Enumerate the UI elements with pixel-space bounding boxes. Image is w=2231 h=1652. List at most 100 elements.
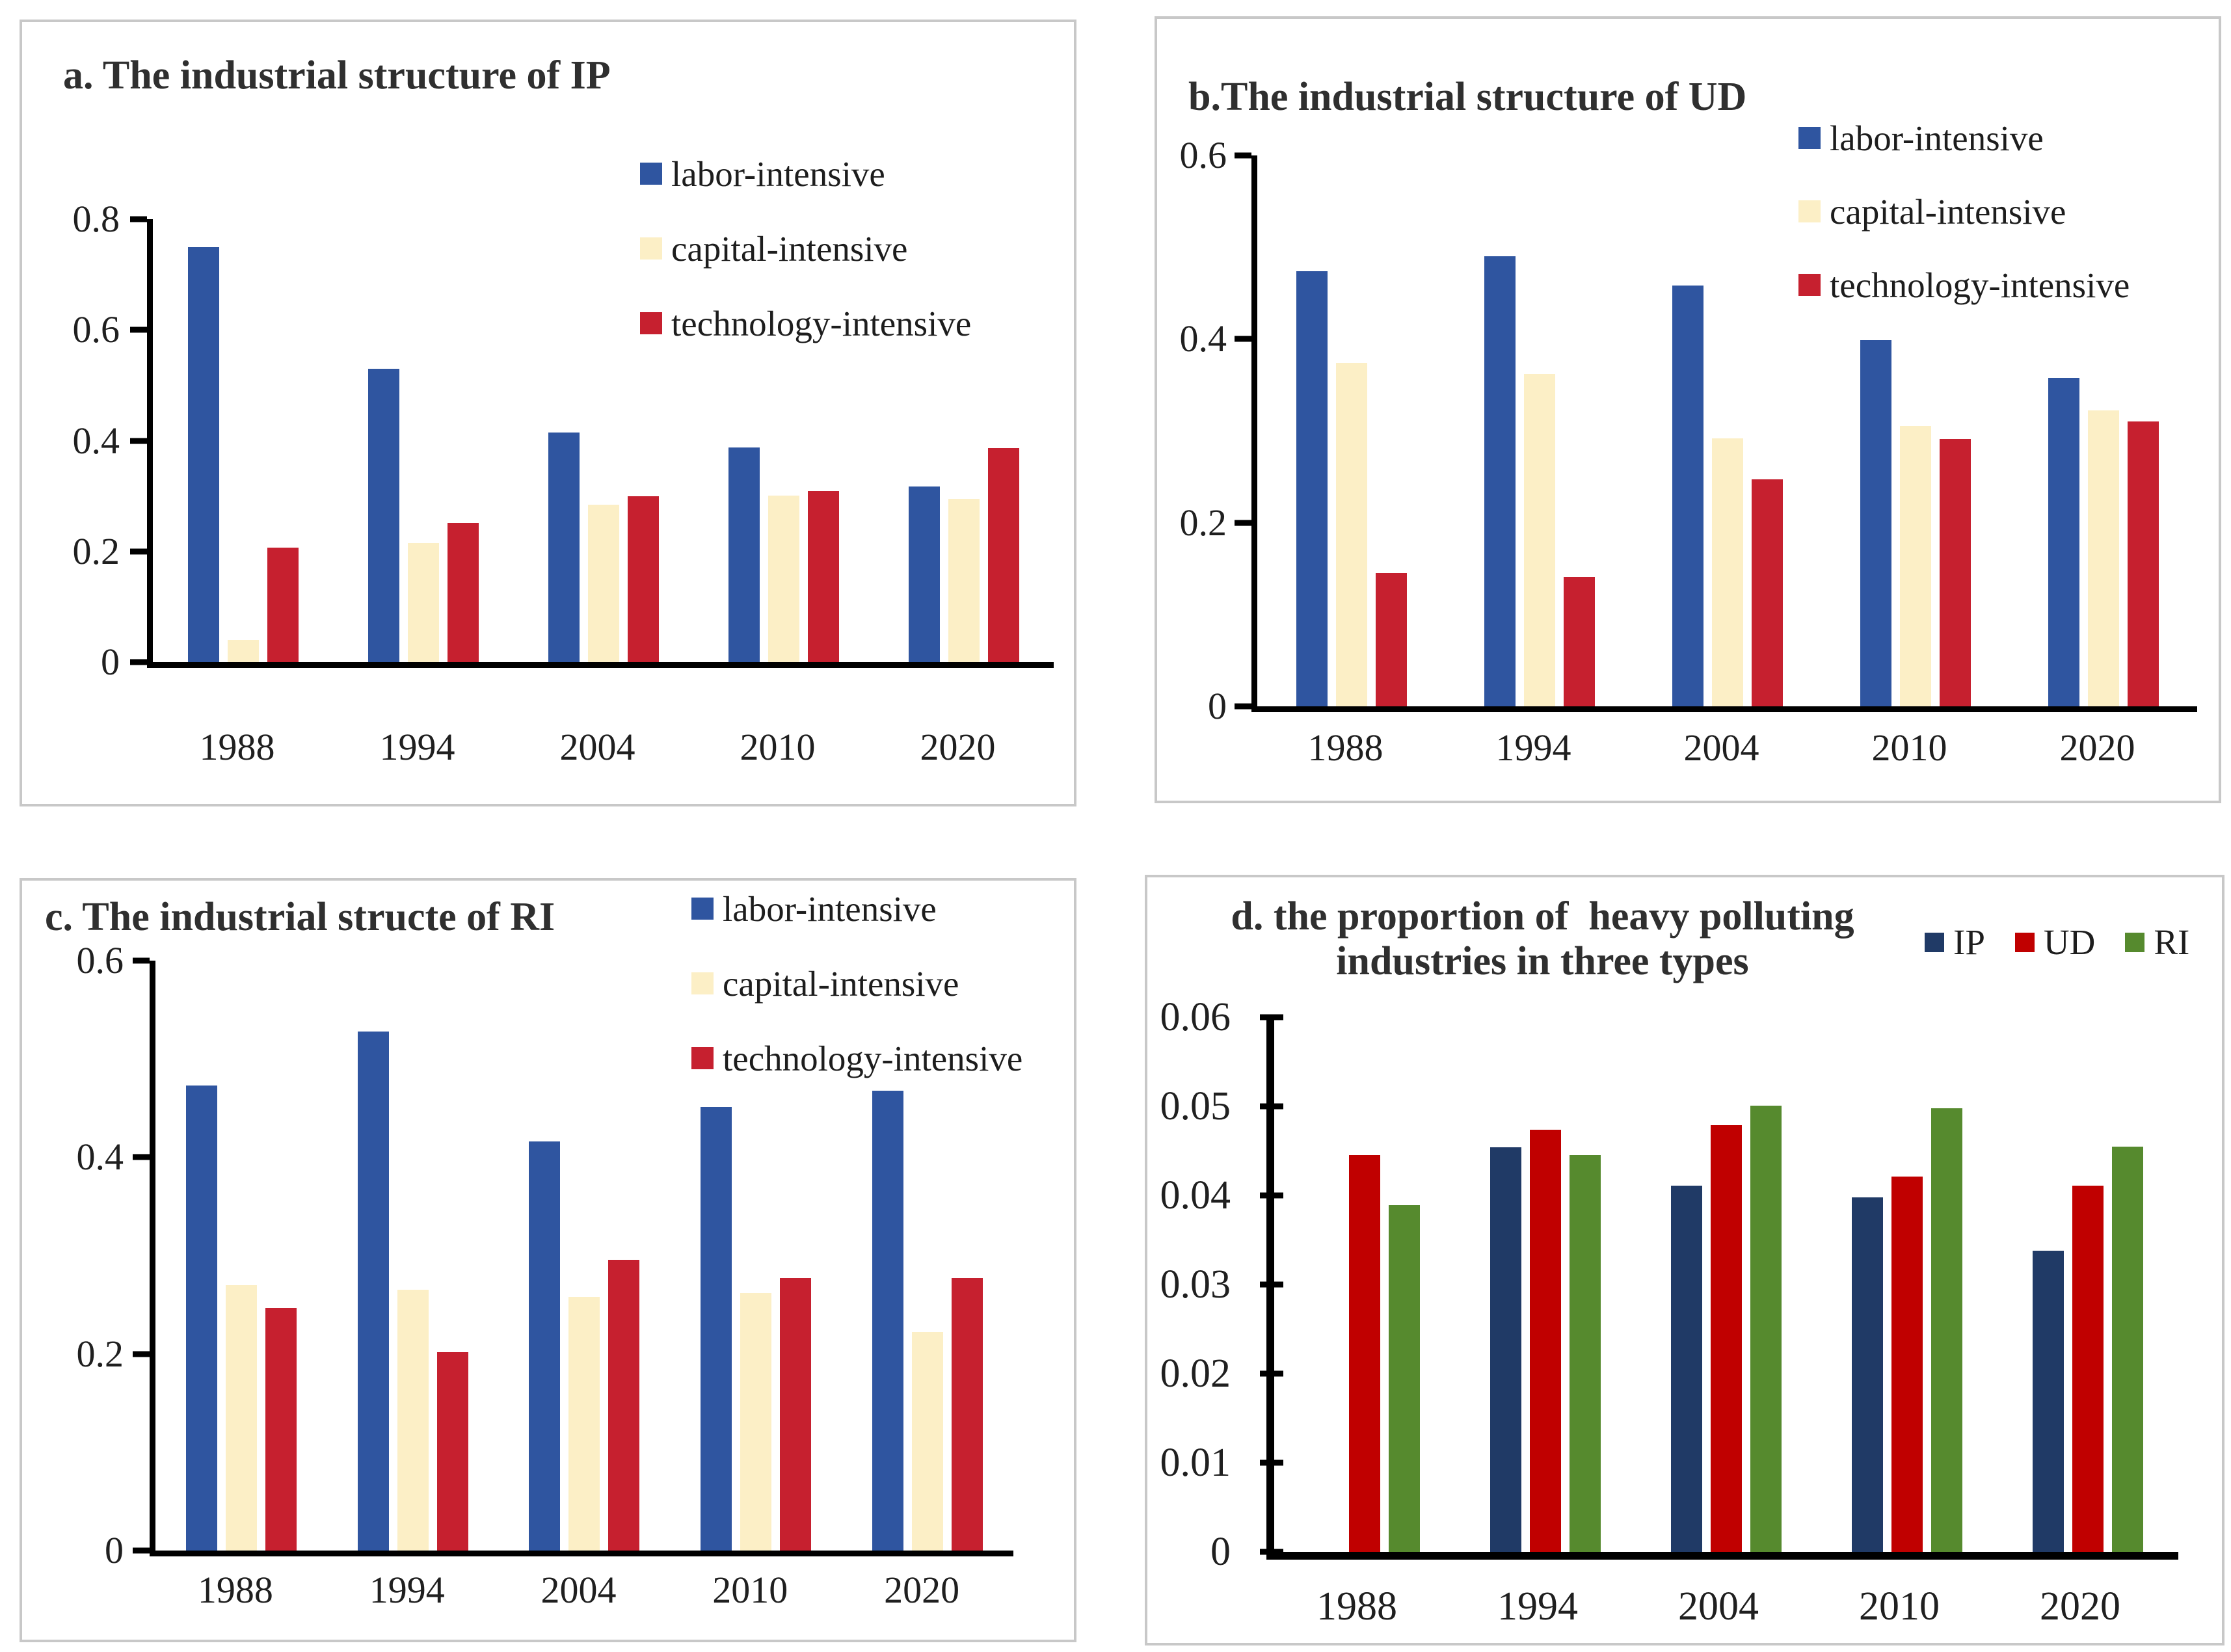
x-axis-label-2010: 2010 (712, 1569, 788, 1611)
bar-technology-intensive-2020 (987, 447, 1019, 662)
bar-UD-1994 (1530, 1129, 1561, 1552)
bar-labor-intensive-2004 (1672, 286, 1703, 706)
y-axis-label-0.4: 0.4 (76, 1136, 124, 1179)
bar-capital-intensive-2010 (740, 1292, 772, 1551)
x-axis-label-1988: 1988 (1307, 726, 1383, 769)
legend-entry-capital-intensive: capital-intensive (691, 962, 1022, 1005)
bar-capital-intensive-2010 (768, 495, 799, 662)
bar-technology-intensive-2010 (780, 1278, 812, 1551)
legend-label-capital-intensive: capital-intensive (1830, 191, 2066, 232)
x-axis-label-2020: 2020 (884, 1569, 960, 1611)
bar-group-2020 (2009, 155, 2197, 706)
legend-c: labor-intensive capital-intensive technolo… (691, 887, 1022, 1080)
bar-RI-2020 (2112, 1146, 2143, 1552)
bar-groups-b (1257, 155, 2197, 706)
legend-entry-capital-intensive: capital-intensive (640, 227, 971, 270)
panel-c-chart: 0.6 0.4 0.2 0 1988 1994 2004 2010 2020 labor-inte… (22, 881, 1074, 1640)
legend-label-labor-intensive: labor-intensive (723, 888, 937, 929)
plot-area-c (150, 961, 1013, 1556)
panel-d-title: d. the proportion of heavy polluting ind… (1231, 894, 1854, 984)
bar-labor-intensive-1994 (1484, 256, 1516, 706)
legend-entry-capital-intensive: capital-intensive (1798, 190, 2130, 233)
bar-labor-intensive-1988 (187, 246, 219, 662)
y-axis-tick (1260, 1459, 1283, 1466)
legend-label-technology-intensive: technology-intensive (671, 303, 972, 343)
legend-a: labor-intensive capital-intensive technolo… (640, 152, 971, 345)
legend-label-capital-intensive: capital-intensive (671, 228, 908, 269)
y-axis-label-0.4: 0.4 (72, 419, 120, 462)
bar-labor-intensive-2020 (872, 1090, 904, 1551)
x-axis-label-1988: 1988 (1316, 1584, 1397, 1629)
bar-labor-intensive-2020 (2048, 377, 2079, 706)
bar-capital-intensive-2004 (1711, 438, 1743, 706)
legend-entry-labor-intensive: labor-intensive (691, 887, 1022, 930)
bar-IP-2010 (1852, 1197, 1883, 1552)
y-axis-label-0: 0 (101, 641, 120, 683)
y-axis-tick (133, 1547, 150, 1554)
bar-IP-2020 (2033, 1250, 2064, 1552)
panel-d-chart: 0.06 0.05 0.04 0.03 0.02 0.01 0 1988 1994 2004 201… (1147, 877, 2222, 1643)
bar-IP-1994 (1490, 1147, 1521, 1552)
x-axis-label-2004: 2004 (559, 726, 635, 768)
y-axis-tick (130, 216, 147, 222)
plot-area-b (1251, 155, 2197, 712)
bar-group-1994 (333, 219, 513, 662)
y-axis-tick (1260, 1014, 1283, 1020)
panel-d: d. the proportion of heavy polluting ind… (1145, 875, 2224, 1645)
bar-group-2020 (874, 219, 1054, 662)
bar-group-2010 (1821, 155, 2009, 706)
x-axis-label-2010: 2010 (740, 726, 816, 768)
bar-technology-intensive-2010 (1939, 439, 1971, 706)
y-axis-tick (1260, 1370, 1283, 1377)
legend-label-IP: IP (1953, 922, 1985, 962)
bar-groups-d (1274, 1017, 2178, 1552)
x-axis-label-1994: 1994 (369, 1569, 445, 1611)
y-axis-tick (130, 438, 147, 444)
y-axis-label-0.6: 0.6 (1179, 134, 1227, 176)
bar-group-2004 (499, 961, 671, 1551)
y-axis-label-0.06: 0.06 (1160, 995, 1231, 1039)
y-axis-tick (130, 659, 147, 665)
x-axis-label-2020: 2020 (920, 726, 996, 768)
legend-entry-technology-intensive: technology-intensive (691, 1037, 1022, 1080)
legend-swatch-capital-intensive (1798, 200, 1821, 222)
legend-label-technology-intensive: technology-intensive (1830, 265, 2130, 305)
x-axis-labels-b: 1988 1994 2004 2010 2020 (1251, 729, 2191, 767)
x-axis-label-1994: 1994 (379, 726, 455, 768)
legend-entry-IP: IP (1925, 924, 1985, 960)
legend-d: IP UD RI (1925, 924, 2189, 960)
bar-technology-intensive-2004 (1751, 479, 1783, 706)
bar-technology-intensive-1988 (1375, 573, 1407, 706)
bar-group-1994 (1455, 1017, 1636, 1552)
bar-group-1988 (1257, 155, 1445, 706)
bar-IP-2004 (1671, 1185, 1702, 1552)
bar-RI-2010 (1931, 1108, 1962, 1552)
legend-entry-labor-intensive: labor-intensive (1798, 116, 2130, 159)
bar-RI-2004 (1750, 1105, 1782, 1552)
bar-technology-intensive-1994 (436, 1352, 468, 1551)
panel-a-title: a. The industrial structure of IP (63, 53, 611, 98)
x-axis-label-1988: 1988 (199, 726, 275, 768)
y-axis-tick (1235, 336, 1251, 342)
panel-a-chart: 0.8 0.6 0.4 0.2 0 1988 1994 2004 2010 2020 labor-i… (22, 22, 1074, 804)
legend-swatch-labor-intensive (640, 163, 662, 185)
legend-entry-labor-intensive: labor-intensive (640, 152, 971, 195)
y-axis-tick (133, 1154, 150, 1160)
x-axis-labels-a: 1988 1994 2004 2010 2020 (147, 728, 1048, 766)
bar-group-2010 (693, 219, 874, 662)
y-axis-tick (133, 957, 150, 964)
y-axis-tick (1235, 152, 1251, 159)
bar-UD-2004 (1711, 1125, 1742, 1552)
legend-label-technology-intensive: technology-intensive (723, 1038, 1023, 1078)
bar-capital-intensive-2010 (1899, 426, 1931, 706)
legend-swatch-capital-intensive (691, 972, 714, 994)
y-axis-tick (1260, 1549, 1283, 1555)
x-axis-label-2010: 2010 (1859, 1584, 1940, 1629)
bar-technology-intensive-2004 (608, 1259, 640, 1551)
legend-label-labor-intensive: labor-intensive (1830, 118, 2044, 158)
y-axis-label-0.2: 0.2 (76, 1332, 124, 1375)
legend-swatch-capital-intensive (640, 237, 662, 260)
bar-technology-intensive-1994 (1563, 576, 1595, 706)
y-axis-label-0.04: 0.04 (1160, 1173, 1231, 1218)
bar-technology-intensive-1994 (447, 522, 479, 662)
